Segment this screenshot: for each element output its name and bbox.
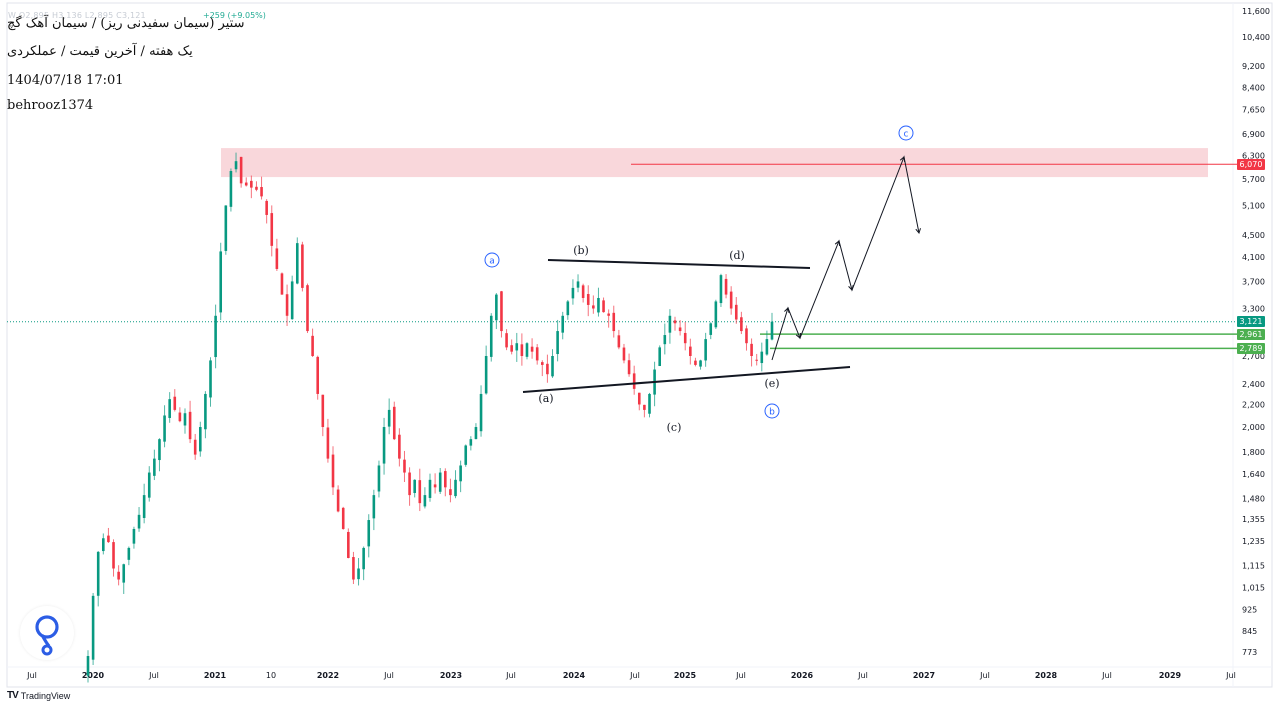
y-tick-label: 4,500 (1242, 231, 1265, 240)
y-tick-label: 10,400 (1242, 33, 1270, 42)
x-tick-label: 2028 (1035, 671, 1058, 680)
x-tick-label: Jul (148, 671, 159, 680)
y-tick-label: 1,480 (1242, 494, 1265, 503)
tradingview-label: TradingView (20, 690, 71, 701)
x-tick-label: Jul (629, 671, 640, 680)
wave-label[interactable]: (b) (573, 244, 589, 257)
projection-path[interactable] (771, 155, 920, 361)
x-tick-label: 2020 (82, 671, 105, 680)
y-tick-label: 6,900 (1242, 130, 1265, 139)
x-tick-label: 2023 (440, 671, 462, 680)
y-tick-label: 1,115 (1242, 561, 1265, 570)
x-tick-label: 2021 (204, 671, 227, 680)
triangle-bottom-trendline[interactable] (522, 366, 851, 393)
x-tick-label: 2025 (674, 671, 697, 680)
wave-circle-label: b (769, 408, 775, 418)
price-tag: 2,789 (1237, 342, 1265, 354)
y-tick-label: 3,300 (1242, 305, 1265, 314)
y-tick-label: 6,300 (1242, 151, 1265, 160)
y-tick-label: 2,000 (1242, 423, 1265, 432)
x-axis[interactable]: Jul 2020 Jul 2021 10 2022 Jul 2023 Jul 2024 Jul 202… (26, 671, 1236, 680)
x-tick-label: 2022 (317, 671, 339, 680)
wave-label[interactable]: (e) (764, 377, 779, 390)
x-tick-label: 2027 (913, 671, 935, 680)
y-tick-label: 11,600 (1242, 7, 1270, 16)
y-tick-label: 9,200 (1242, 62, 1265, 71)
y-tick-label: 2,700 (1242, 352, 1265, 361)
resistance-zone[interactable] (221, 148, 1208, 178)
ohlc-readout: W O2,895 H3,136 L2,895 C3,121 (8, 11, 146, 20)
y-tick-label: 773 (1242, 648, 1257, 657)
y-tick-label: 5,100 (1242, 201, 1265, 210)
tradingview-logo[interactable]: TV TradingView (7, 690, 70, 701)
symbol-title: ستیر (سیمان سفیدنی ریز) / سیمان آهک گچ (7, 16, 245, 31)
chart-datetime: 1404/07/18 17:01 (7, 73, 124, 88)
y-tick-label: 2,200 (1242, 400, 1265, 409)
y-tick-label: 1,640 (1242, 470, 1265, 479)
wave-circle-icon[interactable] (484, 252, 500, 268)
wave-circle-icon[interactable] (898, 125, 914, 141)
y-tick-label: 925 (1242, 606, 1257, 615)
price-tag: 3,121 (1237, 316, 1265, 328)
arrowhead-icon (784, 307, 790, 313)
candles (86, 152, 774, 683)
x-tick-label: Jul (1101, 671, 1112, 680)
tradingview-glyph-icon: TV (7, 690, 19, 701)
x-tick-label: 2026 (791, 671, 814, 680)
arrowhead-icon (834, 240, 841, 247)
y-tick-label: 1,235 (1242, 537, 1265, 546)
x-tick-label: Jul (505, 671, 516, 680)
x-tick-label: 10 (266, 671, 276, 680)
y-tick-label: 1,015 (1242, 584, 1265, 593)
y-tick-label: 7,650 (1242, 106, 1265, 115)
x-tick-label: Jul (26, 671, 37, 680)
arrowhead-icon (795, 332, 802, 339)
arrowhead-icon (899, 156, 906, 163)
wave-label[interactable]: (d) (729, 249, 745, 262)
brand-badge (20, 606, 74, 660)
y-tick-label: 4,100 (1242, 253, 1265, 262)
wave-circle-label: c (904, 130, 909, 140)
wave-label[interactable]: (c) (667, 421, 682, 434)
price-change: +259 (+9.05%) (203, 11, 266, 20)
wave-circle-icon[interactable] (764, 403, 780, 419)
y-tick-label: 845 (1242, 627, 1257, 636)
arrowhead-icon (915, 228, 921, 235)
x-tick-label: Jul (1225, 671, 1236, 680)
price-tag: 2,961 (1237, 328, 1265, 340)
chart-subtitle: یک هفته / آخرین قیمت / عملکردی (7, 44, 193, 59)
x-tick-label: Jul (735, 671, 746, 680)
y-tick-label: 8,400 (1242, 83, 1265, 92)
y-tick-label: 5,700 (1242, 175, 1265, 184)
x-tick-label: Jul (979, 671, 990, 680)
y-tick-label: 2,400 (1242, 380, 1265, 389)
wave-label[interactable]: (a) (538, 392, 553, 405)
x-tick-label: Jul (383, 671, 394, 680)
wave-circle-label: a (489, 257, 495, 267)
arrowhead-icon (848, 285, 854, 292)
y-tick-label: 1,800 (1242, 448, 1265, 457)
y-axis[interactable]: 11,600 10,400 9,200 8,400 7,650 6,900 6,300 5,7… (1242, 7, 1270, 657)
x-tick-label: 2024 (563, 671, 586, 680)
y-tick-label: 3,700 (1242, 277, 1265, 286)
price-tag: 6,070 (1237, 158, 1265, 170)
x-tick-label: 2029 (1159, 671, 1182, 680)
x-tick-label: Jul (857, 671, 868, 680)
chart-author: behrooz1374 (7, 98, 94, 113)
loop-logo-icon (35, 615, 59, 656)
triangle-top-trendline[interactable] (547, 259, 811, 269)
y-tick-label: 1,355 (1242, 515, 1265, 524)
